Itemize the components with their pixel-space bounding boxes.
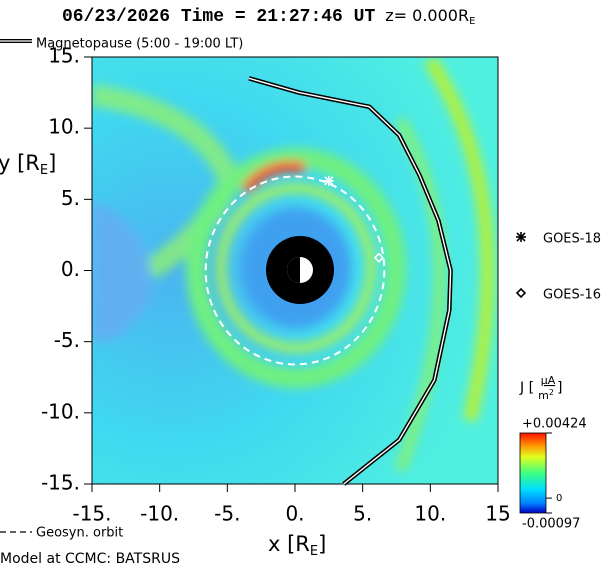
marker-stroke (516, 232, 526, 242)
geosyn-orbit (204, 175, 386, 366)
x-tick-label: 10. (414, 502, 446, 526)
x-tick-label: 15 (485, 502, 510, 526)
legend-label: GOES-16 (543, 288, 601, 303)
colorbar-tick-label: 0 (556, 493, 562, 504)
y-tick-label: 0. (61, 257, 80, 281)
satellite-marker (516, 232, 526, 242)
legend-marker (515, 287, 527, 299)
legend-label: GOES-18 (543, 232, 601, 247)
y-tick-label: 5. (61, 186, 80, 210)
field-image (92, 57, 498, 484)
x-tick-label: -10. (140, 502, 179, 526)
colorbar-tick-label: +0.00424 (522, 417, 587, 432)
legend-label: Geosyn. orbit (36, 526, 123, 541)
satellite-marker (373, 252, 385, 263)
colorbar-label: J [ (519, 380, 534, 396)
footer: Model at CCMC: BATSRUS (0, 551, 180, 567)
y-axis-label: y [RE] (0, 151, 56, 178)
x-tick-label: -5. (214, 502, 240, 526)
colorbar-unit-num: μA (541, 374, 556, 387)
y-tick-label: -15. (41, 471, 80, 495)
x-tick-label: 0. (285, 502, 304, 526)
x-axis-label: x [RE] (268, 532, 326, 559)
marker-stroke (324, 176, 334, 186)
x-tick-label: 5. (353, 502, 372, 526)
y-tick-label: 15. (48, 44, 80, 68)
colorbar-unit-den: m2 (538, 388, 554, 403)
legend-label: Magnetopause (5:00 - 19:00 LT) (36, 37, 243, 52)
y-tick-label: -5. (54, 328, 80, 352)
colorbar-label-end: ] (557, 380, 562, 396)
chart-title: 06/23/2026 Time = 21:27:46 UT z= 0.000RE (62, 6, 475, 28)
y-tick-label: -10. (41, 399, 80, 423)
satellite-marker (323, 175, 334, 186)
x-tick-label: -15. (72, 502, 111, 526)
magnetopause-inner (248, 77, 452, 485)
earth-night-side (287, 257, 300, 283)
colorbar-tick-label: -0.00097 (522, 517, 580, 532)
colorbar (519, 432, 547, 514)
y-tick-label: 10. (48, 115, 80, 139)
